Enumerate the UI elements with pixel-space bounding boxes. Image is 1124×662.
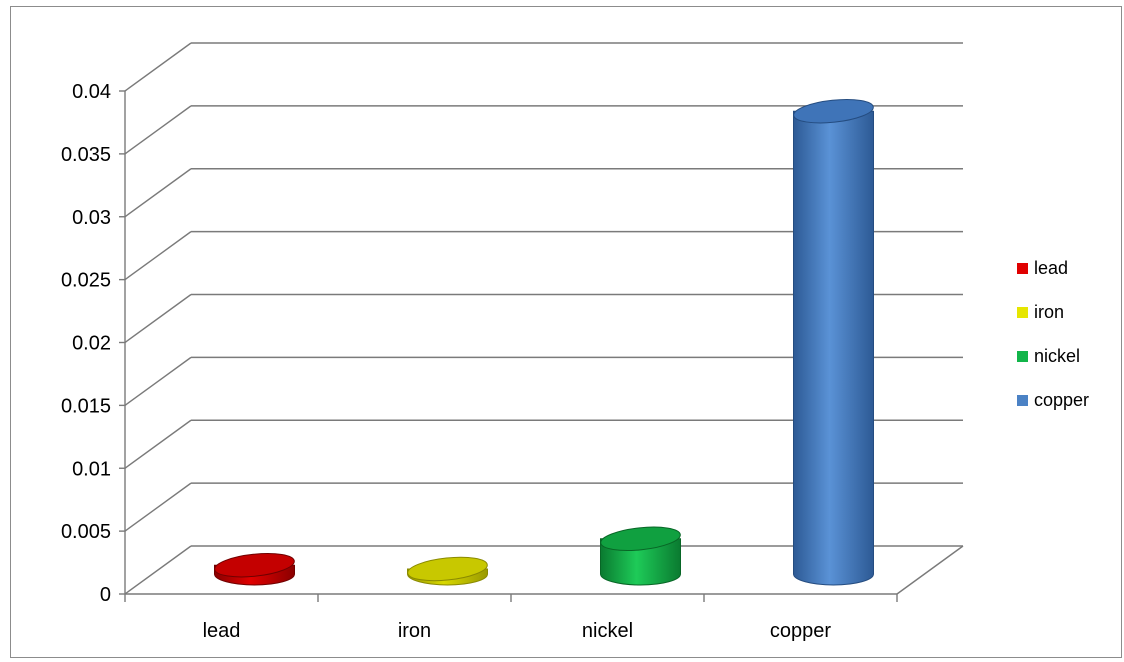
bar-iron <box>407 556 488 586</box>
y-tick-label: 0.005 <box>61 521 111 543</box>
y-tick-label: 0.025 <box>61 270 111 292</box>
bar-copper <box>793 99 874 586</box>
gridline-side <box>124 231 192 281</box>
bar-lead <box>214 552 295 586</box>
legend-swatch <box>1017 307 1028 318</box>
gridline-side <box>124 42 192 92</box>
bars-layer <box>214 99 874 586</box>
y-tick-label: 0.04 <box>72 81 111 103</box>
bar-body <box>793 110 874 586</box>
y-tick-label: 0.01 <box>72 458 111 480</box>
gridline-side <box>124 419 192 469</box>
legend-label: copper <box>1034 390 1089 410</box>
chart-frame: 0 0.005 0.01 0.015 0.02 0.025 0.03 0.035 0.04 lea… <box>10 6 1122 658</box>
axis-layer: 0 0.005 0.01 0.015 0.02 0.025 0.03 0.035 0.04 lea… <box>61 81 964 642</box>
gridline-side <box>124 356 192 406</box>
gridline-side <box>124 105 192 155</box>
x-tick-label: copper <box>770 620 831 642</box>
gridline-side <box>124 168 192 218</box>
legend-label: lead <box>1034 258 1068 278</box>
y-tick-label: 0.035 <box>61 144 111 166</box>
y-tick-label: 0.03 <box>72 207 111 229</box>
gridline-side <box>124 482 192 532</box>
legend-swatch <box>1017 263 1028 274</box>
y-tick-label: 0 <box>100 584 111 606</box>
legend-label: iron <box>1034 302 1064 322</box>
x-tick-label: lead <box>203 620 241 642</box>
gridline-side <box>124 545 192 595</box>
bar-top <box>600 526 681 552</box>
floor-right-edge <box>896 545 964 595</box>
gridline-side <box>124 293 192 344</box>
y-tick-label: 0.02 <box>72 333 111 355</box>
y-tick-label: 0.015 <box>61 395 111 417</box>
legend: lead iron nickel copper <box>1017 258 1089 410</box>
bar-top <box>214 552 295 578</box>
legend-label: nickel <box>1034 346 1080 366</box>
legend-swatch <box>1017 395 1028 406</box>
bar-nickel <box>600 526 681 586</box>
x-tick-label: iron <box>398 620 431 642</box>
legend-swatch <box>1017 351 1028 362</box>
bar-top <box>793 99 874 124</box>
bar-top <box>407 556 488 582</box>
cylinder-bar-chart: 0 0.005 0.01 0.015 0.02 0.025 0.03 0.035 0.04 lea… <box>61 42 1089 642</box>
x-tick-label: nickel <box>582 620 633 642</box>
